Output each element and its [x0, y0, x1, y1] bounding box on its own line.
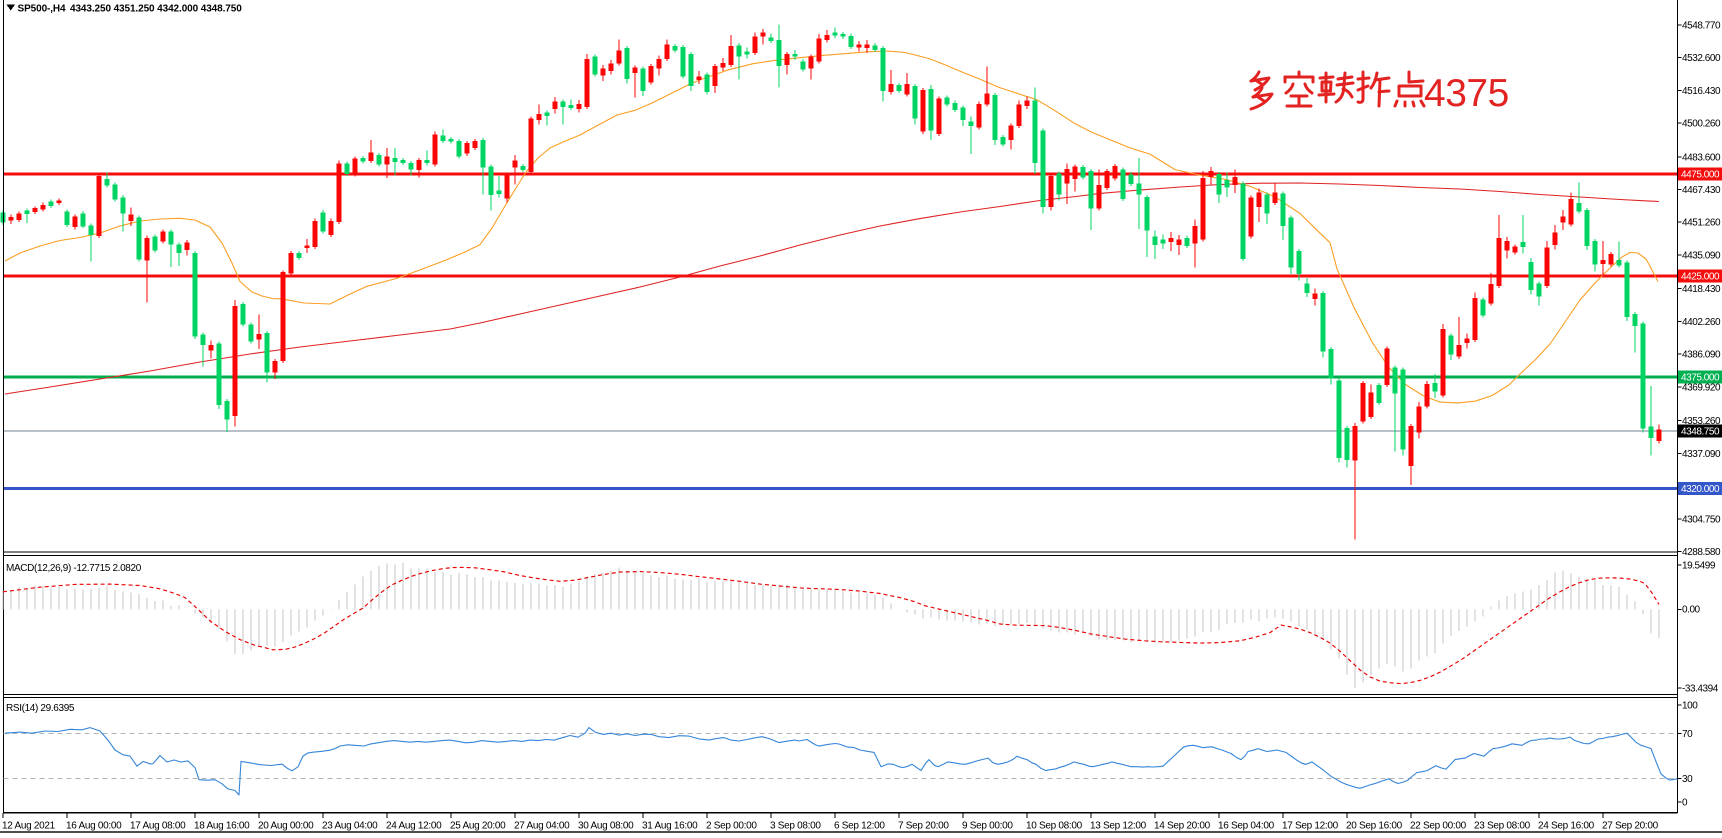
svg-text:12 Aug 2021: 12 Aug 2021	[2, 821, 56, 832]
svg-text:31 Aug 16:00: 31 Aug 16:00	[642, 821, 698, 832]
svg-text:22 Sep 00:00: 22 Sep 00:00	[1410, 821, 1467, 832]
svg-text:16 Aug 00:00: 16 Aug 00:00	[66, 821, 122, 832]
svg-text:4532.600: 4532.600	[1682, 53, 1721, 64]
svg-text:23 Aug 04:00: 23 Aug 04:00	[322, 821, 378, 832]
svg-text:14 Sep 20:00: 14 Sep 20:00	[1154, 821, 1211, 832]
svg-text:13 Sep 12:00: 13 Sep 12:00	[1090, 821, 1147, 832]
svg-text:7 Sep 20:00: 7 Sep 20:00	[898, 821, 949, 832]
svg-text:20 Sep 16:00: 20 Sep 16:00	[1346, 821, 1403, 832]
svg-text:3 Sep 08:00: 3 Sep 08:00	[770, 821, 821, 832]
svg-text:6 Sep 12:00: 6 Sep 12:00	[834, 821, 885, 832]
svg-text:0.00: 0.00	[1682, 605, 1701, 616]
svg-text:4483.600: 4483.600	[1682, 152, 1721, 163]
svg-text:4375.000: 4375.000	[1681, 373, 1720, 384]
svg-text:MACD(12,26,9) -12.7715 2.0820: MACD(12,26,9) -12.7715 2.0820	[6, 563, 142, 574]
svg-text:24 Sep 16:00: 24 Sep 16:00	[1538, 821, 1595, 832]
svg-text:18 Aug 16:00: 18 Aug 16:00	[194, 821, 250, 832]
svg-text:30: 30	[1682, 774, 1693, 785]
svg-text:17 Sep 12:00: 17 Sep 12:00	[1282, 821, 1339, 832]
svg-text:20 Aug 00:00: 20 Aug 00:00	[258, 821, 314, 832]
svg-text:30 Aug 08:00: 30 Aug 08:00	[578, 821, 634, 832]
svg-text:16 Sep 04:00: 16 Sep 04:00	[1218, 821, 1275, 832]
svg-text:17 Aug 08:00: 17 Aug 08:00	[130, 821, 186, 832]
svg-text:4320.000: 4320.000	[1681, 484, 1720, 495]
svg-text:0: 0	[1682, 798, 1688, 809]
svg-text:19.5499: 19.5499	[1682, 561, 1716, 572]
svg-text:RSI(14) 29.6395: RSI(14) 29.6395	[6, 703, 75, 714]
svg-text:4353.260: 4353.260	[1682, 416, 1721, 427]
svg-text:4386.090: 4386.090	[1682, 350, 1721, 361]
svg-text:4516.430: 4516.430	[1682, 86, 1721, 97]
svg-text:2 Sep 00:00: 2 Sep 00:00	[706, 821, 757, 832]
svg-text:4425.000: 4425.000	[1681, 272, 1720, 283]
svg-text:SP500-,H4: SP500-,H4	[18, 4, 67, 15]
svg-text:27 Aug 04:00: 27 Aug 04:00	[514, 821, 570, 832]
svg-text:4304.750: 4304.750	[1682, 514, 1721, 525]
svg-text:4418.430: 4418.430	[1682, 284, 1721, 295]
svg-text:4500.260: 4500.260	[1682, 119, 1721, 130]
svg-text:70: 70	[1682, 729, 1693, 740]
svg-text:4435.090: 4435.090	[1682, 250, 1721, 261]
svg-text:4548.770: 4548.770	[1682, 20, 1721, 31]
svg-text:4375: 4375	[1424, 72, 1509, 115]
svg-text:9 Sep 00:00: 9 Sep 00:00	[962, 821, 1013, 832]
svg-text:27 Sep 20:00: 27 Sep 20:00	[1602, 821, 1659, 832]
svg-text:10 Sep 08:00: 10 Sep 08:00	[1026, 821, 1083, 832]
svg-text:4402.260: 4402.260	[1682, 317, 1721, 328]
svg-text:4467.430: 4467.430	[1682, 185, 1721, 196]
svg-text:23 Sep 08:00: 23 Sep 08:00	[1474, 821, 1531, 832]
svg-text:-33.4394: -33.4394	[1682, 684, 1719, 695]
svg-text:4451.260: 4451.260	[1682, 218, 1721, 229]
svg-text:4369.920: 4369.920	[1682, 382, 1721, 393]
svg-text:100: 100	[1682, 701, 1698, 712]
svg-text:25 Aug 20:00: 25 Aug 20:00	[450, 821, 506, 832]
svg-text:4348.750: 4348.750	[1681, 427, 1720, 438]
svg-text:4475.000: 4475.000	[1681, 170, 1720, 181]
svg-text:4288.580: 4288.580	[1682, 547, 1721, 558]
svg-text:24 Aug 12:00: 24 Aug 12:00	[386, 821, 442, 832]
svg-text:4343.250 4351.250 4342.000 434: 4343.250 4351.250 4342.000 4348.750	[70, 4, 242, 15]
svg-text:4337.090: 4337.090	[1682, 449, 1721, 460]
